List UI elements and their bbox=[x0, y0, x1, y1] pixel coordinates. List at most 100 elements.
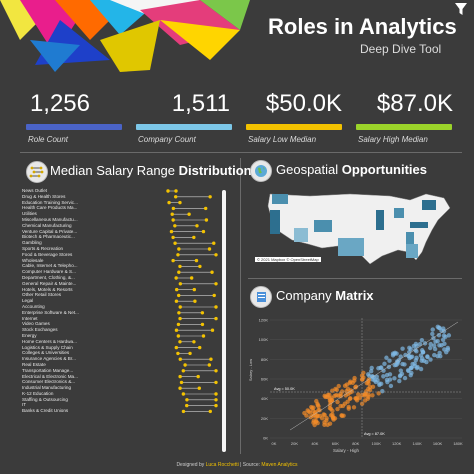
dumbbell-point bbox=[175, 287, 179, 292]
industry-label: Drug & Health Stores bbox=[22, 193, 66, 199]
matrix-trend-line bbox=[289, 321, 459, 431]
matrix-point bbox=[370, 384, 376, 390]
state-nc[interactable] bbox=[410, 222, 428, 228]
industry-label: Energy bbox=[22, 332, 37, 338]
dumbbell-point bbox=[176, 351, 180, 356]
industry-label: Food & Beverage Stores bbox=[22, 251, 73, 257]
industry-label: Banks & Credit Unions bbox=[22, 408, 69, 414]
filter-icon[interactable] bbox=[454, 2, 468, 16]
state-fl[interactable] bbox=[406, 244, 418, 258]
industry-label: Colleges & Universities bbox=[22, 350, 70, 356]
dumbbell-point bbox=[178, 340, 182, 344]
state-tx[interactable] bbox=[338, 238, 364, 256]
dumbbell-point bbox=[192, 287, 197, 292]
matrix-point bbox=[409, 365, 414, 370]
matrix-section-title: Company Matrix bbox=[276, 288, 374, 303]
matrix-point bbox=[406, 368, 411, 374]
matrix-point bbox=[446, 333, 452, 338]
footer-mid: | Source: bbox=[238, 462, 262, 468]
matrix-point bbox=[418, 366, 424, 372]
dumbbell-point bbox=[214, 403, 218, 408]
column-divider bbox=[240, 158, 241, 454]
dumbbell-point bbox=[167, 200, 171, 205]
dumbbell-point bbox=[185, 403, 189, 408]
matrix-point bbox=[376, 391, 381, 396]
industry-label: General Repair & Mainte... bbox=[22, 280, 77, 286]
state-co[interactable] bbox=[314, 220, 332, 232]
dumbbell-point bbox=[200, 322, 205, 327]
dumbbell-point bbox=[183, 363, 187, 367]
state-oh[interactable] bbox=[394, 208, 404, 218]
dumbbell-point bbox=[187, 212, 191, 216]
geo-section-title-prefix: Geospatial bbox=[276, 162, 342, 177]
dumbbell-point bbox=[170, 212, 174, 216]
matrix-y-tick: 40K bbox=[261, 396, 268, 401]
matrix-point bbox=[338, 403, 343, 409]
state-il[interactable] bbox=[376, 210, 384, 230]
matrix-point bbox=[388, 383, 394, 389]
kpi-salary-high-label: Salary High Median bbox=[358, 135, 428, 144]
matrix-point bbox=[335, 406, 340, 412]
matrix-point bbox=[349, 389, 355, 394]
matrix-point bbox=[398, 368, 404, 373]
matrix-point bbox=[363, 391, 368, 396]
matrix-point bbox=[443, 334, 448, 340]
industry-label: K-12 Education bbox=[22, 390, 54, 396]
matrix-y-tick: 0K bbox=[263, 436, 268, 441]
dumbbell-point bbox=[179, 380, 184, 385]
state-ny[interactable] bbox=[422, 200, 436, 210]
state-ca[interactable] bbox=[270, 210, 280, 234]
state-ga[interactable] bbox=[406, 232, 414, 244]
industry-label: Cable, Internet & Telepho... bbox=[22, 263, 78, 269]
matrix-point bbox=[346, 406, 351, 411]
matrix-point bbox=[432, 352, 437, 358]
industry-label: Industrial Manufacturing bbox=[22, 385, 72, 391]
dumbbell-point bbox=[177, 311, 181, 315]
matrix-x-tick: 40K bbox=[311, 441, 318, 446]
matrix-y-tick: 80K bbox=[261, 357, 268, 362]
dumbbell-point bbox=[196, 374, 200, 379]
matrix-x-tick: 100K bbox=[372, 441, 382, 446]
matrix-point bbox=[428, 341, 433, 347]
dumbbell-point bbox=[209, 357, 213, 361]
matrix-point bbox=[407, 350, 412, 355]
us-map[interactable] bbox=[250, 186, 466, 268]
dumbbell-point bbox=[176, 293, 181, 298]
dumbbell-point bbox=[176, 334, 181, 338]
matrix-point bbox=[428, 357, 433, 362]
salary-scrollbar[interactable] bbox=[222, 190, 226, 452]
kpi-company-count-bar bbox=[136, 124, 232, 130]
dumbbell-point bbox=[174, 328, 179, 332]
state-az[interactable] bbox=[294, 228, 308, 242]
industry-label: Legal bbox=[22, 298, 34, 304]
dumbbell-point bbox=[210, 270, 214, 274]
footer-source-link[interactable]: Maven Analytics bbox=[261, 462, 298, 468]
dumbbell-point bbox=[201, 229, 206, 234]
dumbbell-point bbox=[176, 322, 181, 327]
industry-label: Enterprise Software & Net... bbox=[22, 309, 79, 315]
matrix-point bbox=[439, 343, 444, 348]
dumbbell-point bbox=[214, 305, 218, 309]
industry-label: Wholesale bbox=[22, 257, 44, 263]
dumbbell-point bbox=[212, 293, 216, 298]
industry-label: Biotech & Pharmaceutic... bbox=[22, 234, 75, 240]
footer-author-link[interactable]: Luca Rocchetti bbox=[205, 462, 239, 468]
dumbbell-point bbox=[212, 241, 216, 245]
matrix-point bbox=[444, 350, 449, 355]
dumbbell-point bbox=[200, 311, 205, 315]
dumbbell-point bbox=[178, 357, 182, 361]
dumbbell-point bbox=[193, 299, 197, 303]
company-matrix-chart[interactable]: 120K 100K 80K 60K 40K 20K 0K 0K 20K 40K 60K 80K 100K… bbox=[248, 310, 468, 460]
geo-section-title-bold: Opportunities bbox=[341, 162, 427, 177]
footer: Designed by Luca Rocchetti | Source: Mav… bbox=[0, 462, 474, 468]
page-subtitle: Deep Dive Tool bbox=[360, 42, 442, 56]
dumbbell-point bbox=[173, 241, 177, 245]
dumbbell-point bbox=[178, 200, 182, 205]
state-wa[interactable] bbox=[272, 194, 288, 204]
matrix-y-tick: 120K bbox=[259, 318, 269, 323]
dumbbell-point bbox=[174, 345, 179, 350]
matrix-point bbox=[438, 353, 443, 359]
dumbbell-point bbox=[192, 340, 196, 344]
industry-label: Health Care Products Ma... bbox=[22, 205, 78, 211]
matrix-point bbox=[353, 396, 358, 401]
